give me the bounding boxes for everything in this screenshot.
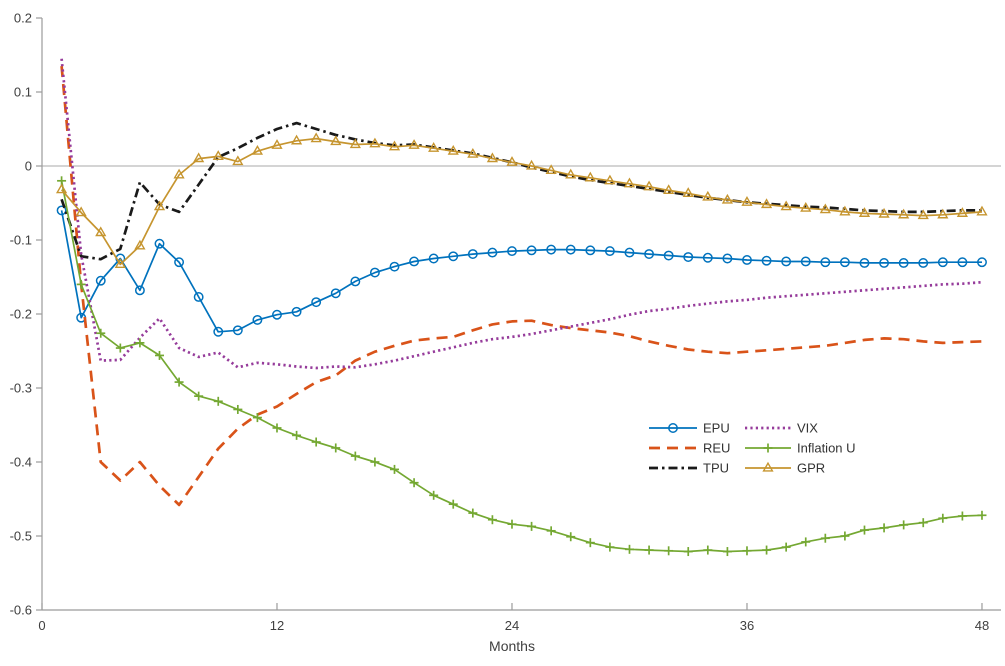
y-tick-label: 0.2: [14, 11, 32, 26]
legend-label: EPU: [703, 421, 730, 436]
series-epu: [56, 205, 987, 337]
series-vix: [60, 58, 983, 370]
x-tick-label: 36: [740, 618, 754, 633]
x-tick-label: 0: [38, 618, 45, 633]
y-tick-label: 0.1: [14, 85, 32, 100]
y-tick-label: 0: [25, 159, 32, 174]
y-tick-label: -0.4: [10, 455, 32, 470]
legend-item-inflation-u: Inflation U: [745, 441, 856, 456]
x-tick-label: 48: [975, 618, 989, 633]
y-tick-label: -0.5: [10, 529, 32, 544]
legend: EPU REU TPU VIX Inflation U GPR: [649, 421, 856, 476]
legend-label: Inflation U: [797, 441, 856, 456]
legend-item-vix: VIX: [745, 421, 818, 436]
axes: 0.2 0.1 0 -0.1 -0.2 -0.3 -0.4 -0.5 -0.6 0 12 24 36 48: [10, 11, 1001, 633]
legend-label: TPU: [703, 461, 729, 476]
x-axis-label: Months: [489, 638, 535, 654]
legend-item-reu: REU: [649, 441, 730, 456]
y-tick-label: -0.3: [10, 381, 32, 396]
series-reu: [60, 65, 983, 507]
y-tick-label: -0.2: [10, 307, 32, 322]
y-tick-label: -0.1: [10, 233, 32, 248]
series-inflation-u: [57, 176, 987, 557]
x-tick-label: 24: [505, 618, 519, 633]
legend-item-epu: EPU: [649, 421, 730, 436]
legend-item-gpr: GPR: [745, 461, 825, 476]
legend-label: GPR: [797, 461, 825, 476]
legend-item-tpu: TPU: [649, 461, 729, 476]
y-tick-label: -0.6: [10, 603, 32, 618]
series-tpu: [60, 121, 982, 261]
series-gpr: [55, 132, 988, 269]
legend-label: REU: [703, 441, 730, 456]
x-tick-label: 12: [270, 618, 284, 633]
legend-label: VIX: [797, 421, 818, 436]
